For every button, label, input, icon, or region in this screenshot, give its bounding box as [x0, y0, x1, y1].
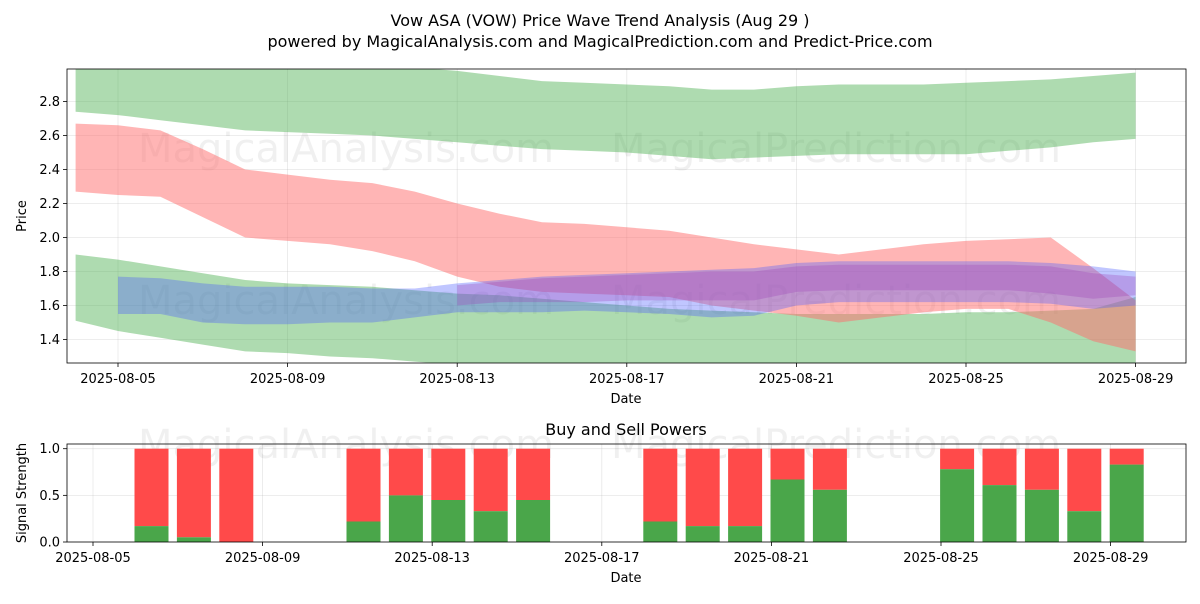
price-ytick-label: 1.8 — [39, 265, 60, 280]
buy-power-bar — [982, 485, 1017, 542]
buy-power-bar — [388, 495, 423, 542]
power-xtick-label: 2025-08-05 — [55, 551, 131, 566]
buy-power-bar — [728, 526, 763, 542]
price-ytick-label: 2.8 — [39, 95, 60, 110]
sell-power-bar — [812, 448, 847, 490]
watermark-right: MagicalPrediction.com — [611, 126, 1061, 172]
buy-power-bar — [812, 489, 847, 542]
sell-power-bar — [1024, 448, 1059, 490]
sell-power-bar — [685, 448, 720, 527]
sell-power-bar — [643, 448, 678, 522]
power-ytick-label: 0.5 — [39, 489, 60, 504]
sell-power-bar — [1109, 448, 1144, 465]
price-xtick-label: 2025-08-29 — [1098, 372, 1174, 387]
power-xtick-label: 2025-08-17 — [564, 551, 640, 566]
sell-power-bar — [134, 448, 169, 527]
chart-title: Vow ASA (VOW) Price Wave Trend Analysis … — [391, 11, 810, 30]
price-ytick-label: 1.4 — [39, 333, 60, 348]
power-xtick-label: 2025-08-29 — [1073, 551, 1149, 566]
sell-power-bar — [176, 448, 211, 538]
sell-power-bar — [388, 448, 423, 496]
price-xtick-label: 2025-08-13 — [419, 372, 495, 387]
price-ytick-label: 2.6 — [39, 129, 60, 144]
power-panel: Buy and Sell Powers MagicalAnalysis.com … — [15, 420, 1187, 586]
price-y-label: Price — [15, 200, 30, 232]
price-xtick-label: 2025-08-25 — [928, 372, 1004, 387]
price-panel: MagicalAnalysis.com MagicalPrediction.co… — [15, 68, 1187, 407]
buy-power-bar — [176, 537, 211, 542]
sell-power-bar — [728, 448, 763, 527]
price-x-label: Date — [610, 392, 641, 407]
power-xtick-label: 2025-08-09 — [225, 551, 301, 566]
buy-power-bar — [346, 521, 381, 542]
price-band-red-2 — [75, 123, 1136, 352]
power-xtick-label: 2025-08-21 — [734, 551, 810, 566]
price-ytick-label: 1.6 — [39, 299, 60, 314]
buy-power-bar — [473, 511, 508, 542]
price-band-blue-3 — [118, 261, 1136, 325]
sell-power-bar — [346, 448, 381, 522]
price-ytick-label: 2.4 — [39, 163, 60, 178]
power-title: Buy and Sell Powers — [545, 420, 707, 439]
price-xtick-label: 2025-08-09 — [250, 372, 326, 387]
sell-power-bar — [431, 448, 466, 500]
buy-power-bar — [1024, 489, 1059, 542]
sell-power-bar — [1067, 448, 1102, 512]
price-xtick-label: 2025-08-17 — [589, 372, 665, 387]
buy-power-bar — [770, 479, 805, 542]
buy-power-bar — [940, 469, 975, 542]
power-axes-frame — [66, 443, 1187, 543]
buy-power-bar — [1067, 511, 1102, 542]
buy-power-bar — [516, 500, 551, 542]
sell-power-bar — [219, 448, 254, 542]
power-ytick-label: 1.0 — [39, 442, 60, 457]
sell-power-bar — [770, 448, 805, 480]
buy-power-bar — [1109, 464, 1144, 542]
price-band-green-0 — [75, 69, 1136, 160]
power-x-label: Date — [610, 571, 641, 586]
sell-power-bar — [940, 448, 975, 470]
price-xtick-label: 2025-08-21 — [759, 372, 835, 387]
sell-power-bar — [982, 448, 1017, 486]
price-xtick-label: 2025-08-05 — [80, 372, 156, 387]
sell-power-bar — [473, 448, 508, 512]
price-ytick-label: 2.2 — [39, 197, 60, 212]
power-xtick-label: 2025-08-13 — [394, 551, 470, 566]
watermark-left-2: MagicalAnalysis.com — [138, 278, 554, 324]
buy-power-bar — [134, 526, 169, 542]
power-xtick-label: 2025-08-25 — [903, 551, 979, 566]
power-y-label: Signal Strength — [15, 443, 30, 543]
power-ytick-label: 0.0 — [39, 536, 60, 551]
price-band-purple-4 — [457, 264, 1136, 306]
price-band-green-1 — [75, 254, 1136, 363]
buy-power-bar — [643, 521, 678, 542]
chart-subtitle: powered by MagicalAnalysis.com and Magic… — [267, 32, 932, 51]
sell-power-bar — [516, 448, 551, 500]
buy-power-bar — [685, 526, 720, 542]
price-ytick-label: 2.0 — [39, 231, 60, 246]
buy-power-bar — [431, 500, 466, 542]
